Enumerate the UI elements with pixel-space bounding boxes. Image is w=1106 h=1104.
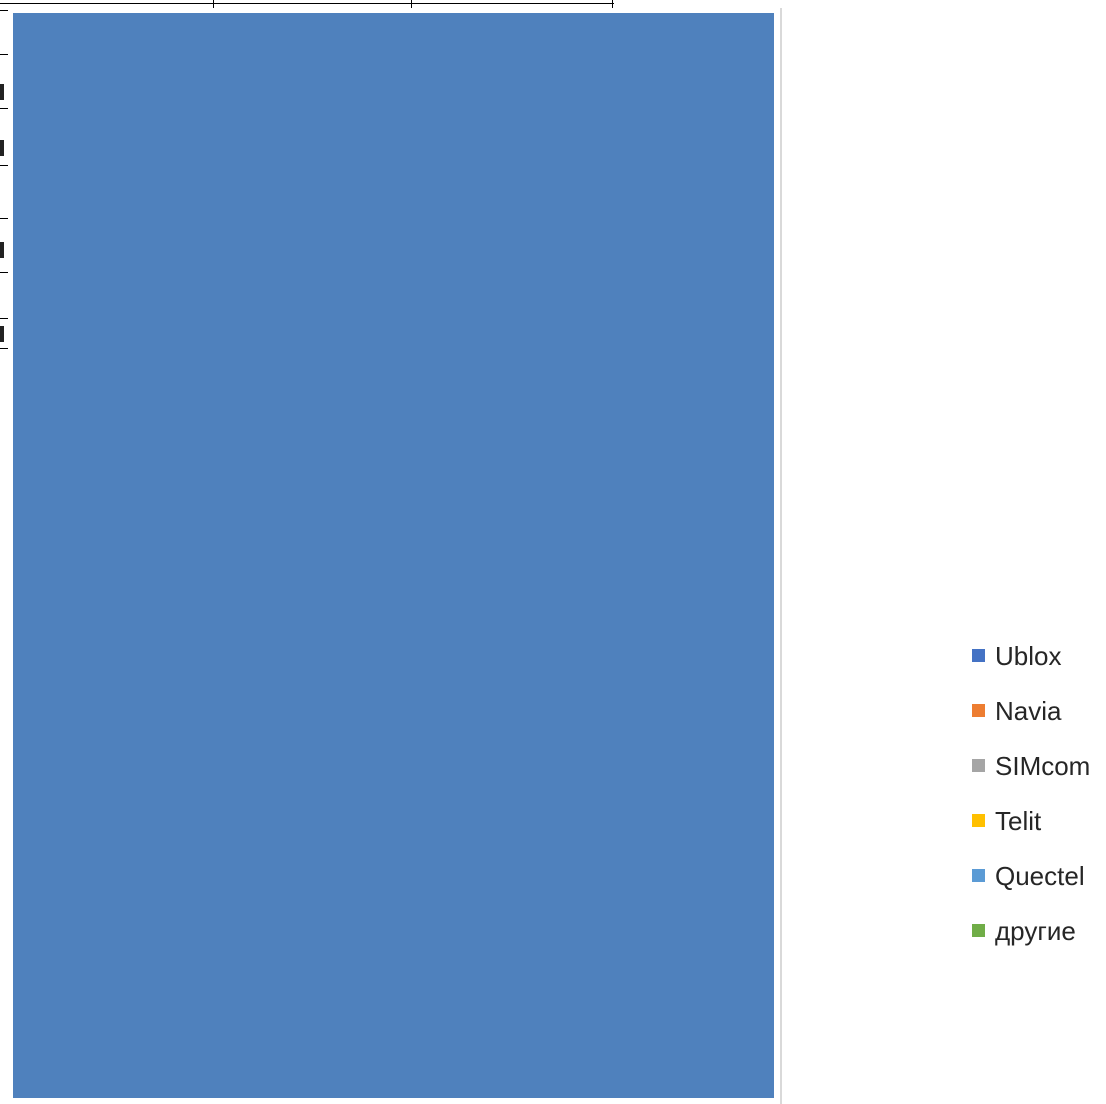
legend-swatch (972, 649, 985, 662)
legend-item: SIMcom (972, 738, 1106, 793)
table-rule (0, 272, 8, 273)
chart-svg (13, 13, 774, 1098)
legend-swatch (972, 759, 985, 772)
table-rule (411, 0, 412, 10)
table-rule (0, 54, 8, 55)
legend-item: другие (972, 903, 1106, 958)
cut-off-text-glyph (0, 84, 4, 100)
cut-off-text-glyph (0, 326, 4, 342)
pie-slice-ublox (13, 13, 774, 1098)
legend-label: Quectel (995, 860, 1085, 891)
legend-item: Navia (972, 683, 1106, 738)
table-rule (0, 108, 8, 109)
table-rule (0, 3, 614, 4)
legend-label: другие (995, 915, 1076, 946)
table-rule (213, 0, 214, 10)
chart-legend: Ublox Navia SIMcom Telit Quectel другие (972, 628, 1106, 958)
legend-item: Telit (972, 793, 1106, 848)
legend-swatch (972, 924, 985, 937)
table-rule (0, 218, 8, 219)
legend-item: Quectel (972, 848, 1106, 903)
table-rule (612, 0, 613, 10)
table-rule (0, 348, 8, 349)
legend-swatch (972, 704, 985, 717)
cut-off-text-glyph (0, 140, 4, 156)
legend-label: Navia (995, 695, 1062, 726)
legend-swatch (972, 814, 985, 827)
legend-label: SIMcom (995, 750, 1091, 781)
cut-off-text-glyph (0, 242, 4, 258)
chart-plot-area (8, 8, 782, 1104)
table-rule (0, 318, 8, 319)
table-rule (0, 165, 8, 166)
legend-item: Ublox (972, 628, 1106, 683)
legend-swatch (972, 869, 985, 882)
legend-label: Ublox (995, 640, 1062, 671)
legend-label: Telit (995, 805, 1042, 836)
